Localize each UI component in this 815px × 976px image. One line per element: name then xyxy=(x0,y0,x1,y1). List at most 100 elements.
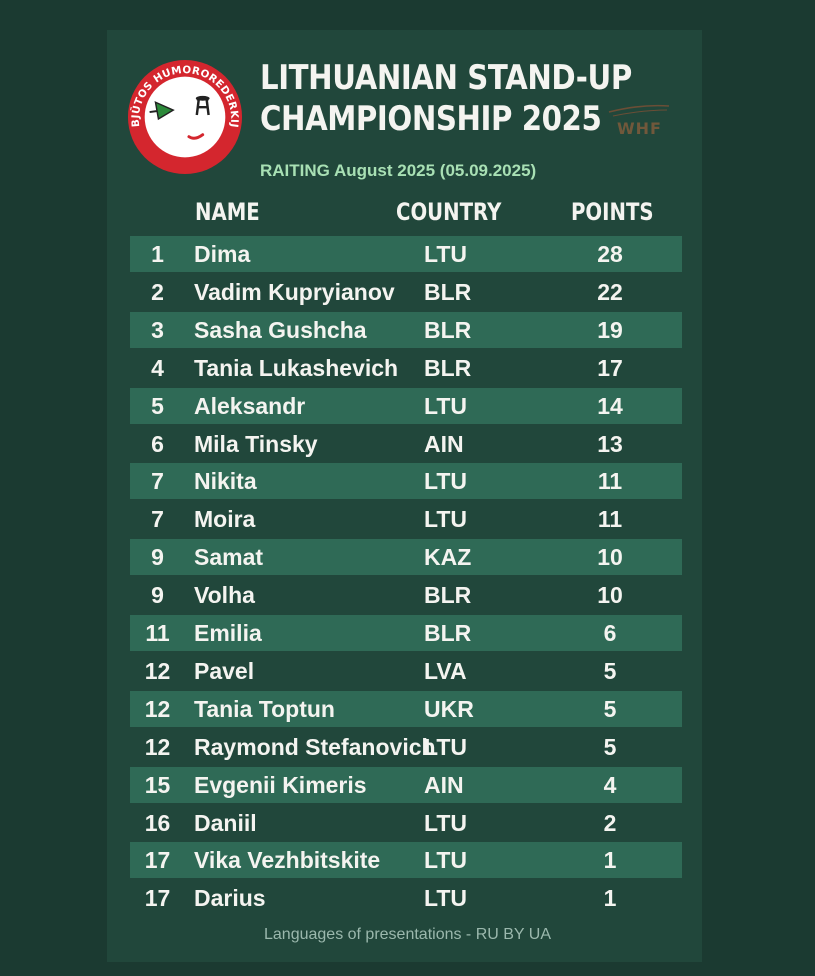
country-cell: BLR xyxy=(424,354,472,381)
table-row: 9 Samat KAZ 10 xyxy=(130,539,682,576)
rank-cell: 17 xyxy=(144,885,171,912)
name-cell: Volha xyxy=(194,582,255,609)
table-row: 7 Moira LTU 11 xyxy=(130,501,682,537)
title-line-2: CHAMPIONSHIP 2025 xyxy=(260,99,602,139)
rank-cell: 11 xyxy=(145,620,170,646)
title-line-1: LITHUANIAN STAND-UP xyxy=(260,58,632,98)
country-cell: AIN xyxy=(424,771,464,798)
country-cell: AIN xyxy=(424,430,464,457)
table-row: 9 Volha BLR 10 xyxy=(130,577,682,613)
table-row: 1 Dima LTU 28 xyxy=(130,236,682,272)
rank-cell: 9 xyxy=(151,544,164,571)
rank-cell: 3 xyxy=(151,316,164,343)
name-cell: Vika Vezhbitskite xyxy=(194,847,381,874)
name-cell: Samat xyxy=(194,544,264,571)
rank-cell: 7 xyxy=(151,468,164,495)
points-cell: 11 xyxy=(597,506,623,533)
table-row: 4 Tania Lukashevich BLR 17 xyxy=(130,350,682,386)
points-cell: 28 xyxy=(597,241,623,267)
table-row: 17 Vika Vezhbitskite LTU 1 xyxy=(130,842,682,879)
name-cell: Pavel xyxy=(194,657,255,684)
country-cell: BLR xyxy=(424,278,472,305)
table-row: 15 Evgenii Kimeris AIN 4 xyxy=(130,766,682,803)
table-row: 5 Aleksandr LTU 14 xyxy=(130,387,682,424)
points-cell: 10 xyxy=(597,544,623,571)
country-cell: BLR xyxy=(424,316,472,343)
rank-cell: 7 xyxy=(151,506,164,533)
country-cell: LTU xyxy=(424,733,468,760)
name-cell: Dima xyxy=(194,241,251,267)
table-row: 7 Nikita LTU 11 xyxy=(130,463,682,500)
name-cell: Vadim Kupryianov xyxy=(194,278,395,305)
points-cell: 10 xyxy=(597,582,623,609)
name-cell: Tania Toptun xyxy=(194,695,335,722)
whf-logo-swoosh xyxy=(608,104,670,117)
rank-cell: 15 xyxy=(144,771,171,798)
country-cell: LTU xyxy=(424,392,468,419)
name-cell: Moira xyxy=(194,506,256,533)
rank-cell: 12 xyxy=(144,695,171,722)
country-cell: LTU xyxy=(424,809,468,836)
name-cell: Evgenii Kimeris xyxy=(194,771,367,798)
points-cell: 5 xyxy=(603,695,617,722)
country-cell: LTU xyxy=(424,468,468,495)
rank-cell: 17 xyxy=(144,847,171,874)
name-cell: Darius xyxy=(194,885,266,912)
name-cell: Sasha Gushcha xyxy=(194,316,367,343)
name-cell: Mila Tinsky xyxy=(194,430,318,457)
country-cell: LTU xyxy=(424,885,468,912)
name-cell: Raymond Stefanovich xyxy=(194,733,436,760)
points-cell: 11 xyxy=(597,468,623,495)
rank-cell: 2 xyxy=(151,278,164,305)
points-cell: 5 xyxy=(603,733,617,760)
table-row: 11 Emilia BLR 6 xyxy=(130,615,682,651)
table-row: 17 Darius LTU 1 xyxy=(130,880,682,916)
name-cell: Aleksandr xyxy=(194,392,306,419)
rank-cell: 9 xyxy=(151,582,164,609)
country-cell: UKR xyxy=(424,695,474,722)
rank-cell: 16 xyxy=(144,809,171,836)
country-cell: KAZ xyxy=(424,544,472,571)
country-cell: BLR xyxy=(424,620,472,646)
table-row: 2 Vadim Kupryianov BLR 22 xyxy=(130,274,682,310)
championship-logo: UBJŪTOS HUMOROREDERKIJA xyxy=(126,58,243,175)
rank-cell: 4 xyxy=(151,354,164,381)
points-cell: 1 xyxy=(603,847,617,874)
points-cell: 5 xyxy=(603,657,617,684)
points-cell: 19 xyxy=(597,316,623,343)
points-cell: 4 xyxy=(603,771,617,798)
rank-cell: 12 xyxy=(144,733,171,760)
country-cell: LVA xyxy=(424,657,467,684)
points-cell: 13 xyxy=(597,430,623,457)
column-header-country: COUNTRY xyxy=(396,198,502,226)
name-cell: Emilia xyxy=(194,620,262,646)
name-cell: Daniil xyxy=(194,809,257,836)
rank-cell: 5 xyxy=(151,392,164,419)
whf-logo-text: WHF xyxy=(617,119,662,138)
country-cell: BLR xyxy=(424,582,472,609)
rank-cell: 12 xyxy=(144,657,171,684)
rank-cell: 1 xyxy=(151,241,164,267)
points-cell: 1 xyxy=(603,885,617,912)
rating-subtitle: RAITING August 2025 (05.09.2025) xyxy=(260,161,537,180)
country-cell: LTU xyxy=(424,847,468,874)
page-title: LITHUANIAN STAND-UP CHAMPIONSHIP 2025 xyxy=(260,58,632,140)
points-cell: 14 xyxy=(597,392,623,419)
name-cell: Tania Lukashevich xyxy=(194,354,399,381)
rank-cell: 6 xyxy=(151,430,164,457)
table-row: 12 Pavel LVA 5 xyxy=(130,653,682,689)
points-cell: 17 xyxy=(597,354,623,381)
column-header-name: NAME xyxy=(195,198,260,226)
table-row: 12 Tania Toptun UKR 5 xyxy=(130,690,682,727)
country-cell: LTU xyxy=(424,506,468,533)
points-cell: 22 xyxy=(597,278,623,305)
column-header-points: POINTS xyxy=(571,198,654,226)
country-cell: LTU xyxy=(424,241,468,267)
table-row: 6 Mila Tinsky AIN 13 xyxy=(130,426,682,462)
name-cell: Nikita xyxy=(194,468,257,495)
footer-note: Languages of presentations - RU BY UA xyxy=(264,926,551,943)
table-row: 3 Sasha Gushcha BLR 19 xyxy=(130,311,682,348)
table-row: 16 Daniil LTU 2 xyxy=(130,805,682,841)
points-cell: 6 xyxy=(603,620,617,646)
table-row: 12 Raymond Stefanovich LTU 5 xyxy=(130,729,682,765)
